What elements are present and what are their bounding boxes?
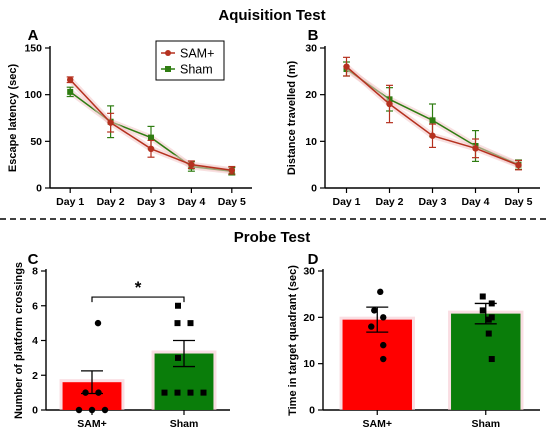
data-point-sham [485,330,492,337]
x-tick-label: SAM+ [77,418,106,430]
data-point-sham [148,134,154,141]
x-tick-label: Day 5 [504,196,532,208]
x-tick-label: Day 5 [218,196,246,208]
y-tick-label: 8 [32,266,38,278]
legend-marker-sam [165,50,171,56]
data-point-sham [175,354,181,361]
x-tick-label: Day 2 [375,196,403,208]
data-point-sham [187,320,194,327]
chart-panel-c: C 0 2 4 6 8 Number of platform crossings SAM+ Sh… [13,251,230,430]
panel-letter: C [28,251,39,268]
data-point-sham [161,389,168,396]
x-tick-label: Day 3 [137,196,165,208]
data-point-sam [380,341,387,349]
data-point-sam [75,406,83,414]
x-tick-label: Day 1 [56,196,84,208]
data-point-sam [429,132,436,139]
data-point-sham [200,389,207,396]
panel-letter: A [28,27,39,44]
x-tick-label: Day 3 [418,196,446,208]
panel-letter: B [308,27,319,44]
y-tick-label: 100 [24,89,42,101]
section-title-probe: Probe Test [234,229,310,246]
data-point-sam [386,100,393,108]
y-tick-label: 0 [309,405,315,417]
data-point-sam [472,145,479,152]
y-tick-label: 30 [303,266,315,278]
x-tick-label: Sham [471,418,500,430]
y-tick-label: 30 [305,43,317,55]
legend-box [155,40,225,81]
y-axis-label: Escape latency (sec) [7,64,19,173]
y-tick-label: 2 [32,370,38,382]
y-tick-label: 20 [305,89,317,101]
y-tick-label: 4 [32,335,38,347]
bar-sam [342,319,412,410]
data-point-sham [174,389,181,396]
data-point-sam [515,161,522,169]
x-tick-label: Day 1 [332,196,360,208]
significance-bracket [91,296,185,303]
y-tick-label: 0 [36,183,42,195]
legend-marker-sham [165,66,171,72]
data-point-sham [488,300,495,307]
panel-letter: D [308,251,319,268]
y-tick-label: 10 [305,136,317,148]
data-point-sham [485,316,492,323]
legend-label-sam: SAM+ [180,47,214,61]
y-tick-label: 6 [32,300,38,312]
y-tick-label: 0 [311,183,317,195]
y-tick-label: 0 [32,405,38,417]
chart-panel-b: B 0 10 20 30 Distance travelled (m) Day 1 Day 2… [286,27,540,208]
data-point-sam [371,307,378,314]
y-axis-label: Number of platform crossings [13,262,25,419]
data-point-sam [228,167,235,174]
y-tick-label: 10 [303,358,315,370]
data-point-sam [377,288,384,296]
data-point-sam [95,389,102,396]
data-point-sam [82,389,89,396]
data-point-sam [94,319,102,327]
data-point-sham [429,117,436,124]
data-point-sam [380,314,387,321]
data-point-sham [67,88,74,95]
x-tick-label: Day 4 [177,196,205,208]
x-tick-label: Sham [170,418,199,430]
legend-label-sham: Sham [180,63,213,77]
data-point-sham [174,320,181,327]
chart-panel-d: D 0 10 20 30 Time in target quadrant (sec) SAM… [287,251,540,430]
data-point-sam [343,63,350,70]
bar-sham [451,313,521,410]
data-point-sham [175,302,181,309]
x-tick-label: Day 4 [461,196,489,208]
x-tick-label: Day 2 [97,196,125,208]
data-point-sam [188,161,195,168]
chart-panel-a: A 0 50 100 150 Escape latency (sec) Day 1 Day 2… [7,27,252,208]
significance-marker: * [135,278,142,297]
y-tick-label: 150 [24,43,42,55]
y-axis-label: Time in target quadrant (sec) [287,265,299,416]
data-point-sham [479,293,486,300]
data-point-sam [101,406,109,414]
y-axis-label: Distance travelled (m) [286,61,298,176]
data-point-sam [380,355,387,363]
data-point-sham [187,389,194,396]
data-point-sham [479,307,486,314]
data-point-sam [67,76,74,83]
section-title-acquisition: Aquisition Test [218,7,325,24]
data-point-sam [368,323,375,330]
data-point-sham [488,356,495,363]
y-tick-label: 50 [30,136,42,148]
x-tick-label: SAM+ [363,418,392,430]
data-point-sam [107,119,114,126]
y-tick-label: 20 [303,312,315,324]
data-point-sam [147,145,155,152]
